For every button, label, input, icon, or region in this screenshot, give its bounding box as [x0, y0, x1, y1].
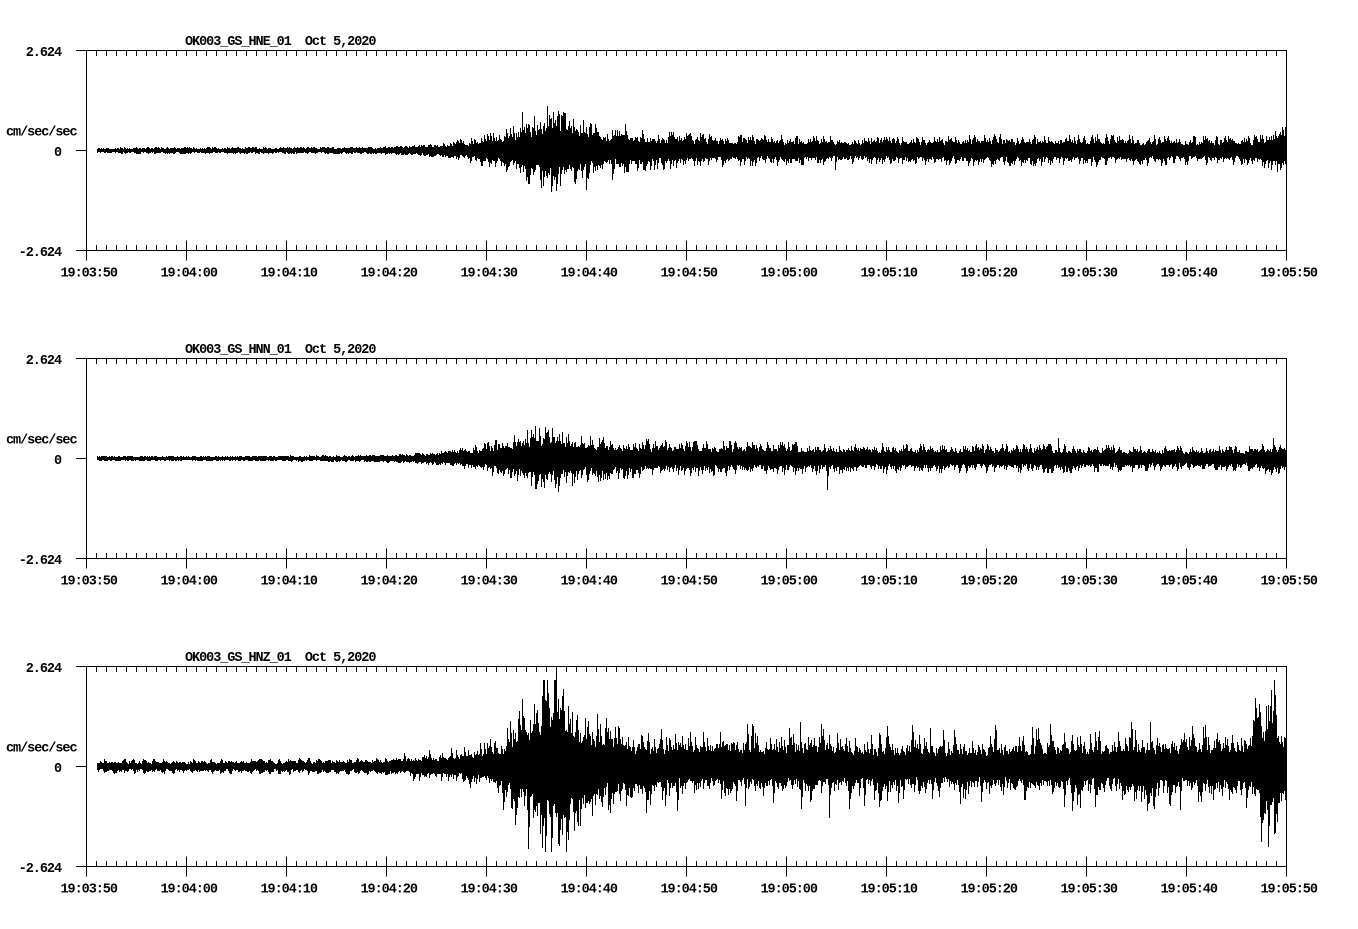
svg-text:19:05:40: 19:05:40: [1160, 575, 1217, 590]
svg-text:-2.624: -2.624: [19, 554, 62, 569]
svg-text:19:05:40: 19:05:40: [1160, 267, 1217, 282]
svg-text:19:04:50: 19:04:50: [660, 883, 717, 898]
svg-text:19:05:30: 19:05:30: [1060, 883, 1117, 898]
svg-text:cm/sec/sec: cm/sec/sec: [6, 434, 77, 449]
svg-text:19:04:00: 19:04:00: [160, 883, 217, 898]
svg-text:19:04:30: 19:04:30: [460, 267, 517, 282]
svg-text:-2.624: -2.624: [19, 246, 62, 261]
svg-text:0: 0: [54, 454, 62, 469]
svg-text:19:04:40: 19:04:40: [560, 575, 617, 590]
svg-text:19:04:10: 19:04:10: [260, 575, 317, 590]
svg-text:OK003_GS_HNZ_01 Oct 5,2020: OK003_GS_HNZ_01 Oct 5,2020: [185, 651, 376, 666]
svg-text:19:04:30: 19:04:30: [460, 575, 517, 590]
svg-text:cm/sec/sec: cm/sec/sec: [6, 742, 77, 757]
svg-text:19:04:10: 19:04:10: [260, 883, 317, 898]
svg-text:19:05:00: 19:05:00: [760, 575, 817, 590]
svg-text:OK003_GS_HNN_01 Oct 5,2020: OK003_GS_HNN_01 Oct 5,2020: [185, 343, 376, 358]
svg-text:19:04:40: 19:04:40: [560, 883, 617, 898]
svg-text:19:04:20: 19:04:20: [360, 267, 417, 282]
svg-text:OK003_GS_HNE_01 Oct 5,2020: OK003_GS_HNE_01 Oct 5,2020: [185, 35, 376, 50]
svg-text:-2.624: -2.624: [19, 862, 62, 877]
svg-text:19:05:40: 19:05:40: [1160, 883, 1217, 898]
svg-text:2.624: 2.624: [26, 46, 62, 61]
svg-text:19:03:50: 19:03:50: [60, 267, 117, 282]
svg-text:19:05:20: 19:05:20: [960, 883, 1017, 898]
svg-text:19:04:40: 19:04:40: [560, 267, 617, 282]
svg-text:19:04:50: 19:04:50: [660, 267, 717, 282]
svg-text:19:05:50: 19:05:50: [1260, 883, 1317, 898]
svg-text:19:04:00: 19:04:00: [160, 575, 217, 590]
svg-text:19:04:30: 19:04:30: [460, 883, 517, 898]
svg-text:19:05:10: 19:05:10: [860, 267, 917, 282]
svg-text:19:03:50: 19:03:50: [60, 575, 117, 590]
svg-text:cm/sec/sec: cm/sec/sec: [6, 126, 77, 141]
svg-text:19:05:10: 19:05:10: [860, 883, 917, 898]
svg-text:19:05:00: 19:05:00: [760, 267, 817, 282]
svg-text:19:04:00: 19:04:00: [160, 267, 217, 282]
svg-text:19:04:50: 19:04:50: [660, 575, 717, 590]
svg-text:19:05:10: 19:05:10: [860, 575, 917, 590]
svg-text:2.624: 2.624: [26, 662, 62, 677]
svg-text:19:05:20: 19:05:20: [960, 267, 1017, 282]
svg-text:19:05:20: 19:05:20: [960, 575, 1017, 590]
svg-text:19:05:00: 19:05:00: [760, 883, 817, 898]
svg-text:2.624: 2.624: [26, 354, 62, 369]
svg-text:19:05:50: 19:05:50: [1260, 575, 1317, 590]
svg-text:19:05:30: 19:05:30: [1060, 575, 1117, 590]
svg-text:0: 0: [54, 762, 62, 777]
svg-text:19:04:10: 19:04:10: [260, 267, 317, 282]
svg-text:19:05:30: 19:05:30: [1060, 267, 1117, 282]
svg-text:19:04:20: 19:04:20: [360, 883, 417, 898]
svg-text:19:03:50: 19:03:50: [60, 883, 117, 898]
svg-text:19:04:20: 19:04:20: [360, 575, 417, 590]
svg-text:0: 0: [54, 146, 62, 161]
svg-text:19:05:50: 19:05:50: [1260, 267, 1317, 282]
